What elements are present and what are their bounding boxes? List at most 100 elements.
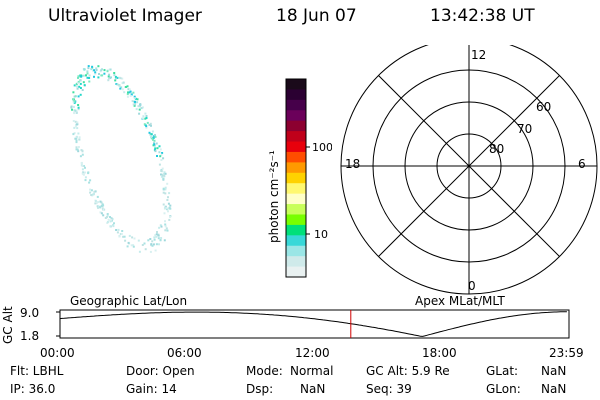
geographic-panel-title: Geographic Lat/Lon — [70, 294, 188, 308]
aurora-pixel — [110, 217, 113, 220]
y-axis-label: GC Alt — [1, 306, 15, 344]
orbit-altitude-curve — [59, 311, 567, 337]
aurora-pixel — [159, 155, 162, 158]
aurora-pixel — [129, 90, 132, 93]
mlat-label-60: 60 — [536, 100, 551, 114]
aurora-pixel — [150, 243, 153, 246]
aurora-pixel — [88, 74, 91, 77]
mlat-label-70: 70 — [517, 122, 532, 136]
aurora-pixel — [158, 226, 161, 229]
aurora-pixel — [107, 218, 110, 221]
aurora-pixel — [160, 175, 163, 178]
aurora-pixel — [100, 212, 103, 215]
aurora-pixel — [80, 149, 83, 152]
aurora-pixel — [87, 171, 90, 174]
aurora-pixel — [154, 150, 157, 153]
aurora-pixel — [155, 243, 158, 246]
aurora-pixel — [113, 74, 116, 77]
aurora-pixel — [88, 77, 91, 79]
aurora-pixel — [132, 245, 135, 248]
aurora-pixel — [81, 153, 84, 156]
sequence-info: Seq: 39 — [366, 382, 412, 396]
aurora-pixel — [109, 225, 112, 228]
aurora-pixel — [155, 235, 158, 238]
filter-info: Flt: LBHL — [10, 364, 64, 378]
aurora-pixel — [159, 224, 162, 227]
aurora-pixel — [156, 231, 158, 233]
aurora-pixel — [110, 218, 113, 221]
aurora-pixel — [74, 95, 77, 98]
aurora-pixel — [75, 135, 78, 138]
aurora-pixel — [112, 225, 115, 228]
aurora-pixel — [153, 135, 156, 138]
aurora-pixel — [158, 151, 161, 154]
aurora-pixel — [93, 192, 95, 195]
aurora-pixel — [161, 167, 164, 170]
aurora-pixel — [90, 189, 93, 192]
y-label-bottom: 1.8 — [20, 329, 39, 343]
aurora-pixel — [114, 77, 117, 80]
aurora-pixel — [87, 67, 90, 70]
aurora-pixel — [89, 191, 92, 194]
aurora-pixel — [167, 207, 170, 210]
aurora-pixel — [164, 172, 167, 175]
aurora-pixel — [120, 86, 123, 89]
aurora-pixel — [115, 83, 118, 85]
aurora-pixel — [163, 174, 166, 177]
aurora-pixel — [154, 135, 157, 138]
aurora-pixel — [151, 240, 154, 243]
aurora-pixel — [155, 142, 158, 145]
aurora-pixel — [102, 214, 105, 217]
aurora-pixel — [145, 117, 148, 119]
color-scale-label-10: 10 — [314, 228, 328, 241]
aurora-pixel — [75, 148, 78, 151]
mlt-label-12: 12 — [471, 48, 486, 62]
aurora-pixel — [119, 87, 122, 90]
aurora-pixel — [99, 211, 102, 214]
aurora-pixel — [72, 98, 74, 101]
aurora-pixel — [75, 110, 78, 113]
aurora-pixel — [120, 232, 123, 235]
aurora-pixel — [97, 201, 100, 203]
aurora-pixel — [151, 130, 154, 133]
aurora-pixel — [77, 75, 80, 78]
aurora-pixel — [136, 101, 139, 104]
aurora-pixel — [70, 105, 73, 108]
aurora-pixel — [119, 77, 122, 80]
aurora-pixel — [160, 170, 163, 172]
aurora-pixel — [150, 133, 153, 136]
aurora-pixel — [82, 68, 85, 71]
aurora-pixel — [77, 104, 80, 106]
aurora-pixel — [121, 230, 124, 232]
aurora-pixel — [75, 146, 78, 149]
aurora-pixel — [164, 206, 167, 209]
observation-time: 13:42:38 UT — [430, 6, 535, 26]
aurora-pixel — [114, 75, 117, 78]
polar-dial: 12 18 6 0 60 70 80 — [340, 45, 598, 295]
aurora-pixel — [168, 218, 171, 221]
aurora-pixel — [71, 108, 73, 111]
color-scale-cell — [286, 214, 306, 226]
aurora-pixel — [132, 244, 135, 247]
aurora-pixel — [102, 208, 105, 211]
aurora-pixel — [115, 229, 118, 231]
door-status: Door: Open — [126, 364, 195, 378]
glat-label: GLat: — [486, 364, 519, 378]
aurora-pixel — [90, 68, 93, 71]
aurora-pixel — [79, 74, 82, 77]
aurora-pixel — [164, 225, 167, 228]
aurora-pixel — [118, 235, 121, 238]
aurora-pixel — [133, 97, 136, 100]
aurora-pixel — [82, 81, 85, 84]
aurora-pixel — [125, 86, 127, 88]
aurora-pixel — [98, 73, 100, 75]
glat-value: NaN — [541, 364, 567, 378]
aurora-pixel — [90, 194, 93, 196]
aurora-pixel — [79, 155, 82, 158]
aurora-pixel — [104, 217, 107, 219]
aurora-pixel — [78, 136, 81, 139]
mlt-label-6: 6 — [578, 157, 586, 171]
aurora-pixel — [112, 224, 114, 226]
aurora-pixel — [162, 203, 165, 206]
aurora-pixel — [89, 179, 92, 182]
